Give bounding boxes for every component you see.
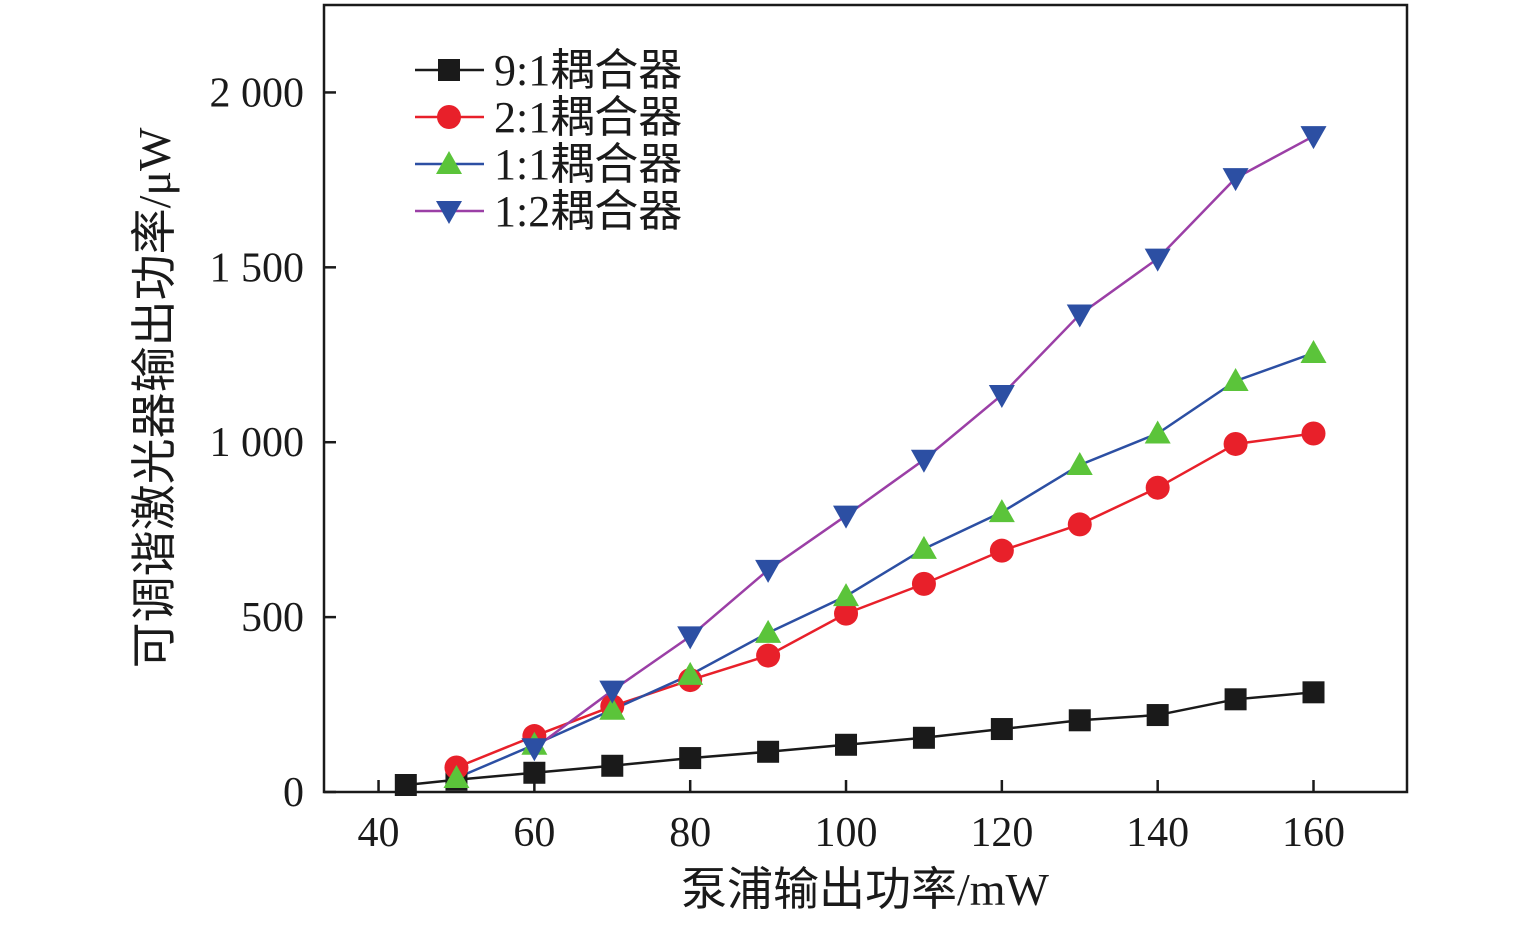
axis-ticks [324, 91, 1315, 794]
data-point-series-2 [989, 538, 1014, 563]
y-tick-label: 2 000 [210, 70, 305, 116]
x-tick-label: 80 [669, 810, 711, 856]
data-point-series-2 [1301, 421, 1326, 446]
data-point-series-2 [1067, 512, 1092, 537]
data-point-series-1 [1302, 681, 1325, 704]
data-point-series-3 [1300, 340, 1327, 364]
series-line-3 [455, 351, 1314, 780]
data-point-series-4 [755, 559, 782, 583]
legend-marker [437, 105, 461, 129]
data-point-series-1 [757, 740, 780, 763]
data-point-series-1 [1224, 688, 1247, 711]
legend-item: 1:1耦合器 [415, 140, 682, 189]
data-point-series-1 [394, 774, 417, 797]
y-axis-label: 可调谐激光器输出功率/μW [129, 127, 180, 668]
data-point-series-3 [1066, 451, 1093, 475]
data-point-series-4 [833, 505, 860, 529]
data-point-series-1 [912, 726, 935, 749]
data-point-series-4 [1222, 168, 1249, 192]
data-point-series-3 [443, 765, 470, 789]
legend-item: 1:2耦合器 [415, 187, 682, 236]
data-point-series-4 [677, 626, 704, 650]
y-tick-label: 0 [283, 770, 304, 816]
x-tick-label: 120 [970, 810, 1033, 856]
data-point-series-3 [677, 661, 704, 685]
data-point-series-1 [679, 747, 702, 770]
legend-label: 2:1耦合器 [494, 93, 682, 142]
data-point-series-4 [1066, 304, 1093, 328]
y-tick-label: 1 500 [210, 245, 305, 291]
data-point-series-4 [1144, 248, 1171, 272]
data-point-series-4 [988, 385, 1015, 409]
data-point-series-2 [911, 571, 936, 596]
legend-marker [436, 201, 462, 224]
data-point-series-3 [833, 583, 860, 607]
y-tick-label: 1 000 [210, 420, 305, 466]
legend-label: 1:1耦合器 [494, 140, 682, 189]
x-tick-label: 40 [358, 810, 400, 856]
legend-marker [436, 151, 462, 174]
data-point-series-3 [988, 499, 1015, 523]
data-point-series-3 [599, 696, 626, 720]
y-tick-label: 500 [241, 595, 304, 641]
data-point-series-3 [1144, 420, 1171, 444]
plot-frame [322, 3, 1409, 794]
series-markers [394, 126, 1327, 797]
legend-label: 1:2耦合器 [494, 187, 682, 236]
x-tick-label: 160 [1282, 810, 1345, 856]
data-point-series-3 [910, 535, 937, 559]
data-point-series-3 [755, 619, 782, 643]
data-point-series-2 [756, 643, 781, 668]
data-point-series-2 [1223, 431, 1248, 456]
data-point-series-4 [1300, 126, 1327, 150]
data-point-series-4 [910, 449, 937, 473]
series-line-2 [455, 432, 1314, 769]
x-tick-label: 140 [1126, 810, 1189, 856]
data-point-series-4 [521, 738, 548, 762]
data-point-series-1 [835, 733, 858, 756]
x-tick-label: 100 [815, 810, 878, 856]
axis-tick-labels: 40 60 80 100 120 140 160 0 500 1 000 1 500 2 000 [210, 70, 1346, 856]
data-point-series-2 [834, 601, 859, 626]
legend-item: 2:1耦合器 [415, 93, 682, 142]
x-axis-label: 泵浦输出功率/mW [681, 864, 1050, 915]
data-point-series-1 [1068, 709, 1091, 732]
data-point-series-1 [523, 761, 546, 784]
legend-item: 9:1耦合器 [415, 46, 682, 95]
data-point-series-3 [1222, 368, 1249, 392]
legend-marker [438, 59, 460, 81]
legend-label: 9:1耦合器 [494, 46, 682, 95]
data-point-series-1 [1146, 704, 1169, 727]
data-point-series-2 [1145, 475, 1170, 500]
data-point-series-1 [601, 754, 624, 777]
data-point-series-1 [990, 718, 1013, 741]
x-tick-label: 60 [513, 810, 555, 856]
data-point-series-4 [599, 680, 626, 704]
